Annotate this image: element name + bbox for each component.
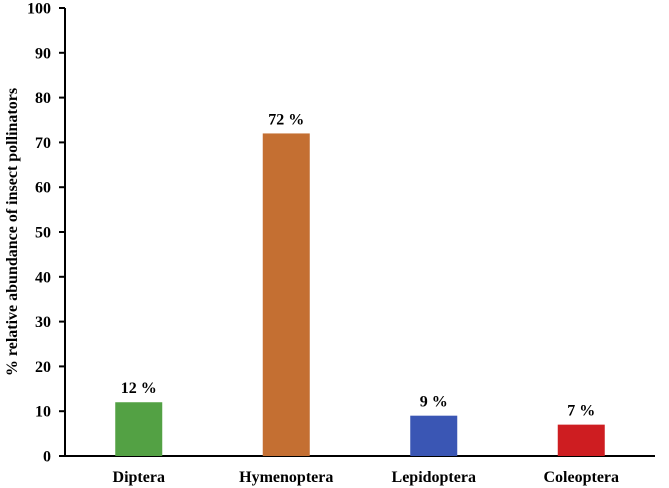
- y-tick-label: 50: [35, 225, 51, 242]
- y-axis-title: % relative abundance of insect pollinato…: [4, 88, 21, 376]
- bar-diptera: [115, 402, 163, 456]
- y-tick-label: 40: [35, 269, 51, 286]
- x-category-label: Lepidoptera: [392, 469, 476, 486]
- y-tick-label: 20: [35, 359, 51, 376]
- data-label: 12 %: [121, 380, 157, 397]
- data-label: 72 %: [268, 111, 304, 128]
- bar-coleoptera: [557, 424, 605, 456]
- bars: [115, 133, 605, 456]
- y-tick-label: 10: [35, 404, 51, 421]
- x-category-label: Diptera: [113, 469, 165, 486]
- data-labels: 12 % 72 % 9 % 7 %: [121, 111, 596, 419]
- x-category-label: Hymenoptera: [239, 469, 333, 486]
- data-label: 9 %: [420, 394, 448, 411]
- bar-lepidoptera: [410, 415, 458, 456]
- y-tick-label: 60: [35, 180, 51, 197]
- y-tick-label: 30: [35, 314, 51, 331]
- x-category-label: Coleoptera: [543, 469, 619, 486]
- y-tick-label: 0: [43, 449, 51, 466]
- x-axis: Diptera Hymenoptera Lepidoptera Coleoptera: [65, 455, 655, 486]
- y-tick-label: 80: [35, 90, 51, 107]
- bar-hymenoptera: [262, 133, 310, 456]
- y-tick-label: 100: [27, 1, 51, 18]
- y-axis: 0 10 20 30 40 50 60 70 80 90 100: [27, 1, 66, 466]
- y-tick-label: 70: [35, 135, 51, 152]
- y-tick-label: 90: [35, 45, 51, 62]
- data-label: 7 %: [567, 403, 595, 420]
